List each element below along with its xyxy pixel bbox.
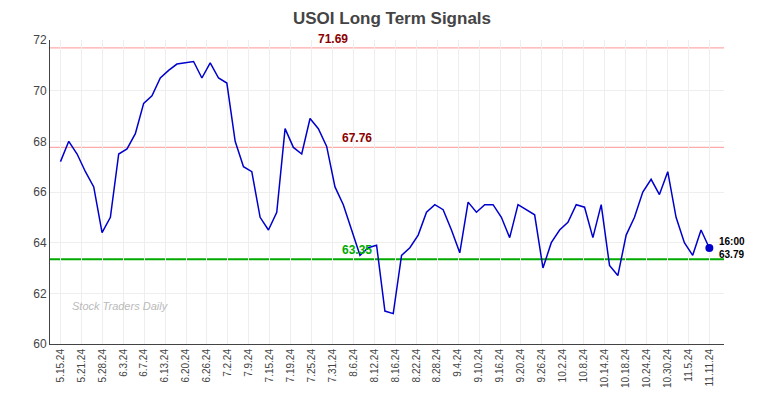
svg-text:68: 68 — [33, 135, 47, 149]
svg-text:7.19.24: 7.19.24 — [285, 349, 296, 383]
svg-text:6.20.24: 6.20.24 — [180, 349, 191, 383]
svg-text:71.69: 71.69 — [318, 32, 348, 46]
svg-text:5.28.24: 5.28.24 — [97, 349, 108, 383]
svg-text:9.26.24: 9.26.24 — [536, 349, 547, 383]
svg-text:11.11.24: 11.11.24 — [704, 349, 715, 387]
svg-text:6.26.24: 6.26.24 — [201, 349, 212, 383]
svg-text:16:0063.79: 16:0063.79 — [719, 236, 745, 260]
svg-text:10.18.24: 10.18.24 — [620, 349, 631, 388]
svg-text:64: 64 — [33, 236, 47, 250]
svg-text:7.2.24: 7.2.24 — [222, 349, 233, 377]
svg-text:9.4.24: 9.4.24 — [452, 349, 463, 377]
svg-text:62: 62 — [33, 287, 47, 301]
svg-text:6.7.24: 6.7.24 — [138, 349, 149, 377]
svg-text:10.24.24: 10.24.24 — [641, 349, 652, 388]
svg-text:6.13.24: 6.13.24 — [159, 349, 170, 383]
svg-text:6.3.24: 6.3.24 — [118, 349, 129, 377]
svg-text:10.30.24: 10.30.24 — [662, 349, 673, 388]
svg-text:7.31.24: 7.31.24 — [327, 349, 338, 383]
svg-text:8.12.24: 8.12.24 — [369, 349, 380, 383]
svg-text:7.15.24: 7.15.24 — [264, 349, 275, 383]
svg-text:5.21.24: 5.21.24 — [76, 349, 87, 383]
svg-text:72: 72 — [33, 33, 47, 47]
svg-text:7.25.24: 7.25.24 — [306, 349, 317, 383]
svg-text:5.15.24: 5.15.24 — [55, 349, 66, 383]
svg-text:11.5.24: 11.5.24 — [683, 349, 694, 382]
svg-text:9.20.24: 9.20.24 — [515, 349, 526, 383]
svg-text:7.9.24: 7.9.24 — [243, 349, 254, 377]
svg-text:9.10.24: 9.10.24 — [473, 349, 484, 383]
svg-text:8.16.24: 8.16.24 — [390, 349, 401, 383]
svg-text:67.76: 67.76 — [342, 131, 372, 145]
svg-text:70: 70 — [33, 84, 47, 98]
svg-text:Stock Traders Daily: Stock Traders Daily — [72, 300, 169, 312]
svg-text:63.35: 63.35 — [342, 243, 372, 257]
svg-text:10.14.24: 10.14.24 — [599, 349, 610, 388]
svg-text:60: 60 — [33, 337, 47, 351]
svg-text:8.28.24: 8.28.24 — [431, 349, 442, 383]
svg-text:USOI Long Term Signals: USOI Long Term Signals — [293, 9, 491, 28]
svg-text:8.22.24: 8.22.24 — [411, 349, 422, 383]
svg-text:10.2.24: 10.2.24 — [557, 349, 568, 383]
svg-text:66: 66 — [33, 185, 47, 199]
svg-text:10.8.24: 10.8.24 — [578, 349, 589, 383]
svg-text:9.16.24: 9.16.24 — [494, 349, 505, 383]
svg-text:8.6.24: 8.6.24 — [348, 349, 359, 377]
